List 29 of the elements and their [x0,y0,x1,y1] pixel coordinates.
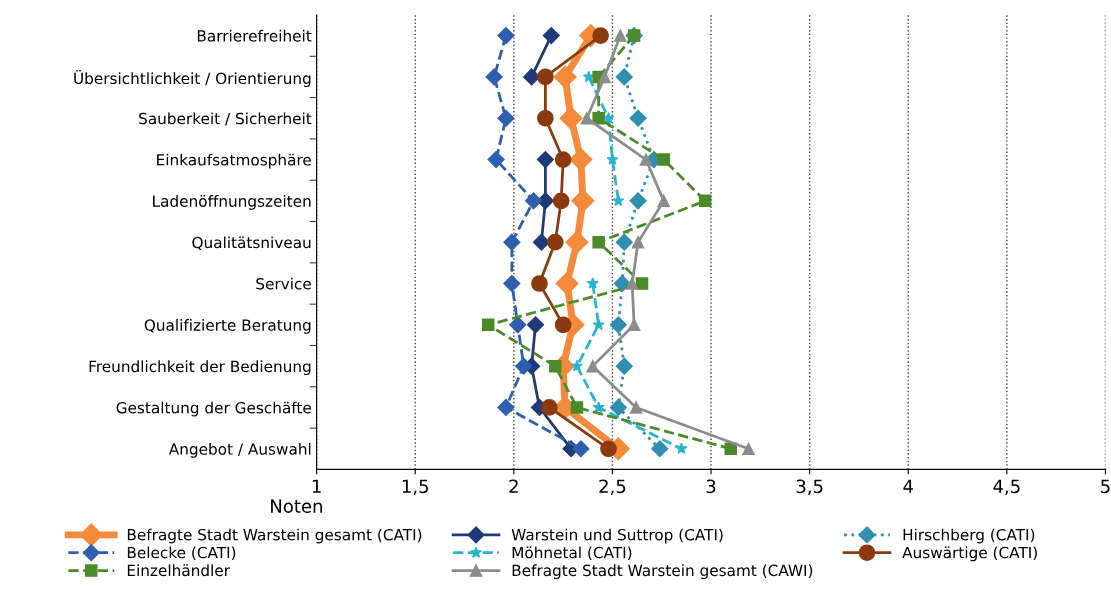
legend-label: Belecke (CATI) [127,546,236,561]
x-tick-label: 4 [903,479,913,493]
y-tick-label: Sauberkeit / Sicherheit [139,112,312,126]
x-tick-label: 1,5 [402,479,429,495]
y-tick-label: Ladenöffnungszeiten [153,195,311,210]
y-tick-label: Einkaufsatmosphäre [157,153,311,169]
x-tick-label: 2,5 [599,479,626,495]
x-tick-label: 3,5 [796,479,823,495]
y-tick-label: Angebot / Auswahl [168,442,311,458]
x-tick-label: 3 [706,479,716,494]
y-tick-label: Qualitätsniveau [192,236,311,250]
y-tick-label: Qualifizierte Beratung [144,319,311,334]
legend-label: Befragte Stadt Warstein gesamt (CATI) [127,528,422,544]
x-tick-label: 2 [509,479,518,493]
x-axis-title: Noten [271,499,322,513]
x-tick-label: 1 [312,479,321,493]
y-tick-label: Service [256,277,311,290]
y-tick-label: Übersichtlichkeit / Orientierung [74,69,311,88]
legend-label: Warstein und Suttrop (CATI) [511,528,723,544]
y-tick-label: Freundlichkeit der Bedienung [89,360,311,376]
y-tick-label: Gestaltung der Geschäfte [116,401,311,417]
legend-label: Auswärtige (CATI) [902,546,1037,562]
legend-label: Einzelhändler [127,564,230,577]
x-tick-label: 4,5 [993,479,1020,495]
legend-label: Möhnetal (CATI) [512,546,632,561]
x-tick-label: 5 [1101,479,1110,494]
y-tick-label: Barrierefreiheit [197,29,312,42]
legend-label: Befragte Stadt Warstein gesamt (CAWI) [512,564,813,580]
legend-label: Hirschberg (CATI) [903,528,1035,544]
